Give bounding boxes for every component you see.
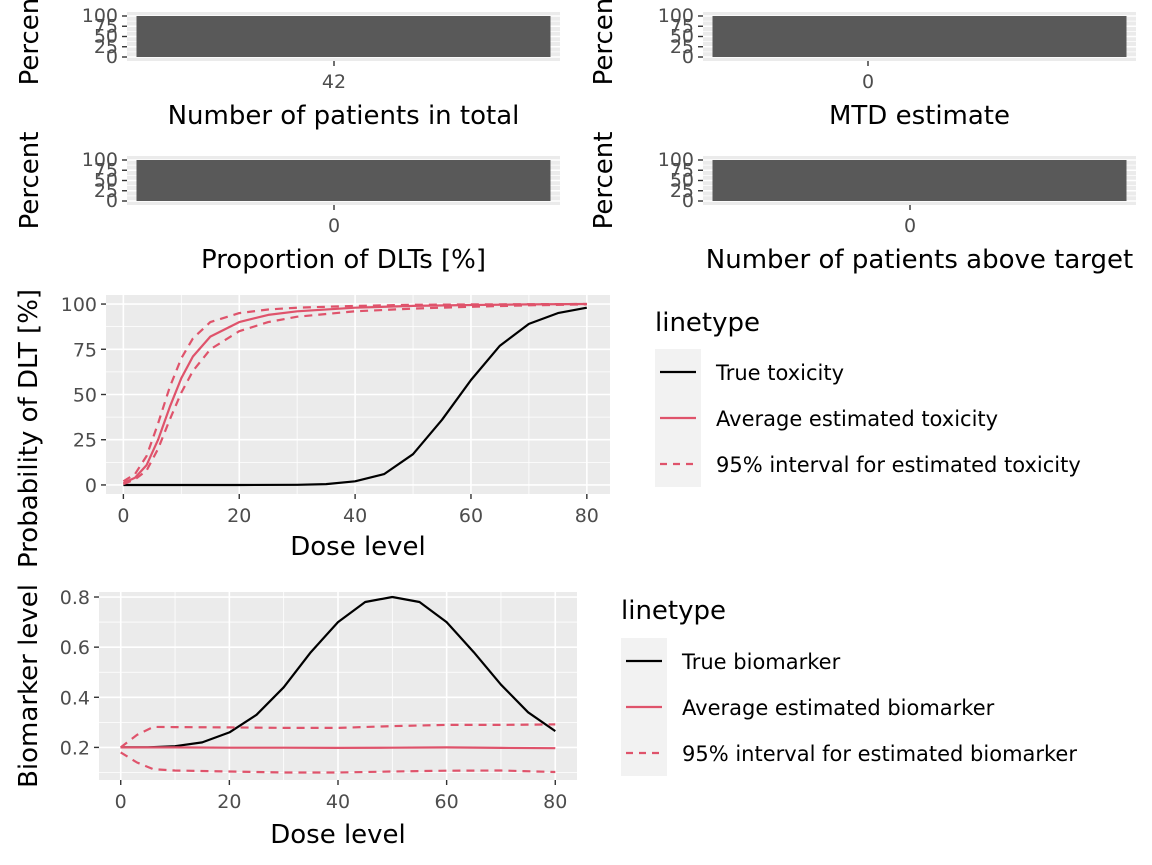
legend-title: linetype [655, 308, 760, 338]
y-tick-label: 50 [670, 170, 694, 192]
y-tick-label: 0 [106, 46, 118, 68]
x-tick-label: 80 [543, 791, 567, 813]
legend-title: linetype [621, 596, 726, 626]
y-tick-label: 100 [82, 149, 118, 171]
x-tick-label: 40 [326, 791, 350, 813]
series-line-0 [123, 306, 588, 487]
x-tick-label: 20 [217, 791, 241, 813]
x-tick-label: 0 [115, 791, 127, 813]
y-tick-label: 25 [94, 180, 118, 202]
x-axis-title: Proportion of DLTs [%] [201, 245, 486, 275]
series-line-1 [120, 746, 556, 750]
y-axis-title: Biomarker level [14, 584, 44, 788]
line-panel-toxicity: 0 20 40 60 80 0 25 50 75 100 Dose level Probability… [14, 289, 1081, 568]
legend-label: Average estimated biomarker [682, 696, 995, 720]
x-tick-label: 40 [343, 505, 367, 527]
bar [712, 160, 1127, 201]
y-axis-title: Probability of DLT [%] [14, 289, 44, 568]
x-tick-label: 0 [328, 215, 340, 237]
x-tick-label: 0 [862, 71, 874, 93]
y-axis-title: Percent [589, 0, 619, 85]
series-line-3 [120, 751, 556, 774]
x-tick-label: 20 [227, 505, 251, 527]
y-tick-label: 25 [670, 180, 694, 202]
y-tick-label: 50 [94, 170, 118, 192]
y-tick-label: 0 [682, 46, 694, 68]
y-tick-label: 0.2 [60, 737, 90, 759]
x-tick-label: 0 [117, 505, 129, 527]
series-line-0 [120, 595, 556, 749]
legend-label: 95% interval for estimated biomarker [682, 742, 1077, 766]
x-tick-label: 42 [322, 71, 346, 93]
y-tick-label: 50 [670, 26, 694, 48]
y-tick-label: 100 [658, 5, 694, 27]
y-tick-label: 0 [85, 475, 97, 497]
y-tick-label: 0.8 [60, 587, 90, 609]
legend-label: True toxicity [715, 361, 844, 385]
y-tick-label: 25 [94, 36, 118, 58]
y-axis-title: Percent [15, 132, 45, 230]
y-tick-label: 100 [658, 149, 694, 171]
x-tick-label: 0 [904, 215, 916, 237]
bar [712, 16, 1127, 57]
y-tick-label: 100 [82, 5, 118, 27]
legend: linetype True toxicity Average estimated t… [655, 308, 1081, 487]
x-tick-label: 60 [459, 505, 483, 527]
x-axis-title: Number of patients above target [706, 245, 1133, 275]
legend: linetype True biomarker Average estimated … [621, 596, 1077, 776]
series-line-2 [120, 723, 556, 749]
x-tick-label: 80 [575, 505, 599, 527]
legend-label: 95% interval for estimated toxicity [716, 453, 1081, 477]
y-tick-label: 75 [94, 15, 118, 37]
y-tick-label: 75 [670, 15, 694, 37]
y-tick-label: 25 [670, 36, 694, 58]
bar [136, 160, 551, 201]
y-tick-label: 50 [73, 385, 97, 407]
y-tick-label: 0.6 [60, 637, 90, 659]
y-tick-label: 75 [73, 339, 97, 361]
bar [136, 16, 551, 57]
y-tick-label: 0.4 [60, 687, 90, 709]
x-axis-title: Dose level [290, 532, 426, 562]
y-tick-label: 25 [73, 430, 97, 452]
x-axis-title: Dose level [270, 820, 406, 850]
legend-label: Average estimated toxicity [716, 407, 998, 431]
y-axis-title: Percent [589, 132, 619, 230]
line-panel-biomarker: 0 20 40 60 80 0.2 0.4 0.6 0.8 Dose level Biomarker… [14, 584, 1077, 850]
y-tick-label: 0 [682, 190, 694, 212]
y-tick-label: 75 [94, 159, 118, 181]
y-axis-title: Percent [15, 0, 45, 85]
x-tick-label: 60 [435, 791, 459, 813]
series-line-1 [122, 302, 587, 485]
legend-label: True biomarker [681, 650, 841, 674]
x-axis-title: Number of patients in total [168, 101, 520, 131]
y-tick-label: 75 [670, 159, 694, 181]
y-tick-label: 0 [106, 190, 118, 212]
y-tick-label: 50 [94, 26, 118, 48]
series-line-2 [122, 302, 587, 483]
x-axis-title: MTD estimate [829, 101, 1010, 131]
y-tick-label: 100 [61, 294, 97, 316]
